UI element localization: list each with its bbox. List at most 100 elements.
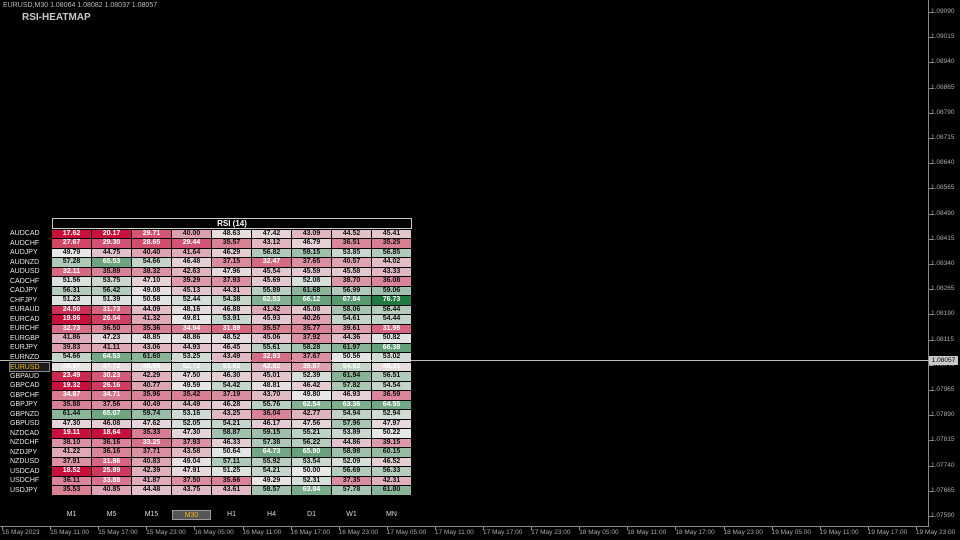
rsi-cell[interactable]: 51.39 [92, 296, 131, 305]
rsi-cell[interactable]: 66.12 [292, 296, 331, 305]
rsi-cell[interactable]: 49.81 [172, 315, 211, 324]
rsi-cell[interactable]: 59.15 [252, 429, 291, 438]
rsi-cell[interactable]: 48.85 [132, 334, 171, 343]
rsi-cell[interactable]: 44.31 [212, 286, 251, 295]
symbol-label-eurusd[interactable]: EURUSD [9, 362, 50, 372]
rsi-cell[interactable]: 42.77 [292, 410, 331, 419]
symbol-label-chfjpy[interactable]: CHFJPY [10, 296, 38, 304]
rsi-cell[interactable]: 54.21 [252, 467, 291, 476]
rsi-cell[interactable]: 53.54 [292, 457, 331, 466]
rsi-cell[interactable]: 52.05 [172, 419, 211, 428]
rsi-cell[interactable]: 19.11 [52, 429, 91, 438]
timeframe-h4[interactable]: H4 [267, 511, 276, 518]
symbol-label-gbpaud[interactable]: GBPAUD [10, 372, 40, 380]
symbol-label-audnzd[interactable]: AUDNZD [10, 258, 40, 266]
rsi-cell[interactable]: 38.70 [332, 277, 371, 286]
symbol-label-audchf[interactable]: AUDCHF [10, 239, 40, 247]
rsi-cell[interactable]: 30.23 [92, 372, 131, 381]
rsi-cell[interactable]: 37.93 [172, 438, 211, 447]
rsi-cell[interactable]: 37.50 [172, 476, 211, 485]
symbol-label-audjpy[interactable]: AUDJPY [10, 249, 38, 256]
rsi-cell[interactable]: 44.02 [372, 258, 411, 267]
rsi-cell[interactable]: 54.66 [52, 353, 91, 362]
symbol-label-audcad[interactable]: AUDCAD [10, 230, 40, 237]
rsi-cell[interactable]: 44.75 [92, 248, 131, 257]
rsi-cell[interactable]: 50.22 [372, 429, 411, 438]
rsi-cell[interactable]: 47.91 [172, 467, 211, 476]
rsi-cell[interactable]: 65.53 [92, 258, 131, 267]
rsi-cell[interactable]: 50.56 [332, 353, 371, 362]
timeframe-d1[interactable]: D1 [307, 511, 316, 518]
rsi-cell[interactable]: 50.00 [292, 467, 331, 476]
rsi-cell[interactable]: 47.97 [372, 419, 411, 428]
rsi-cell[interactable]: 56.51 [372, 372, 411, 381]
rsi-cell[interactable]: 44.48 [132, 486, 171, 495]
rsi-cell[interactable]: 41.87 [132, 476, 171, 485]
rsi-cell[interactable]: 48.63 [212, 229, 251, 238]
symbol-label-gbpjpy[interactable]: GBPJPY [10, 401, 38, 408]
symbol-label-eurchf[interactable]: EURCHF [10, 325, 40, 332]
rsi-cell[interactable]: 56.85 [372, 248, 411, 257]
rsi-cell[interactable]: 63.36 [332, 400, 371, 409]
rsi-cell[interactable]: 19.86 [52, 315, 91, 324]
rsi-cell[interactable]: 23.49 [52, 372, 91, 381]
rsi-cell[interactable]: 56.31 [52, 286, 91, 295]
rsi-cell[interactable]: 49.79 [52, 248, 91, 257]
rsi-cell[interactable]: 42.82 [252, 362, 291, 371]
rsi-cell[interactable]: 54.42 [212, 381, 251, 390]
rsi-cell[interactable]: 49.59 [172, 381, 211, 390]
rsi-cell[interactable]: 48.97 [52, 362, 91, 371]
rsi-cell[interactable]: 54.54 [372, 381, 411, 390]
rsi-cell[interactable]: 40.26 [292, 315, 331, 324]
timeframe-m5[interactable]: M5 [106, 511, 117, 518]
rsi-cell[interactable]: 37.92 [292, 334, 331, 343]
rsi-cell[interactable]: 24.50 [52, 305, 91, 314]
rsi-cell[interactable]: 66.38 [372, 343, 411, 352]
rsi-cell[interactable]: 51.56 [52, 277, 91, 286]
timeframe-h1[interactable]: H1 [227, 511, 236, 518]
symbol-label-euraud[interactable]: EURAUD [10, 306, 40, 313]
rsi-cell[interactable]: 45.54 [252, 267, 291, 276]
rsi-cell[interactable]: 61.60 [132, 353, 171, 362]
rsi-cell[interactable]: 52.94 [372, 410, 411, 419]
rsi-cell[interactable]: 59.06 [372, 286, 411, 295]
timeframe-m1[interactable]: M1 [66, 511, 77, 518]
rsi-cell[interactable]: 39.15 [372, 438, 411, 447]
rsi-cell[interactable]: 28.65 [132, 239, 171, 248]
rsi-cell[interactable]: 47.62 [132, 419, 171, 428]
rsi-cell[interactable]: 53.89 [332, 429, 371, 438]
rsi-cell[interactable]: 40.57 [332, 258, 371, 267]
rsi-cell[interactable]: 65.07 [92, 410, 131, 419]
rsi-cell[interactable]: 46.17 [252, 419, 291, 428]
rsi-cell[interactable]: 49.80 [292, 391, 331, 400]
rsi-cell[interactable]: 56.33 [372, 467, 411, 476]
rsi-cell[interactable]: 41.64 [172, 248, 211, 257]
rsi-cell[interactable]: 58.57 [252, 486, 291, 495]
rsi-cell[interactable]: 17.62 [52, 229, 91, 238]
rsi-cell[interactable]: 36.04 [252, 410, 291, 419]
rsi-cell[interactable]: 61.80 [372, 486, 411, 495]
rsi-cell[interactable]: 35.36 [132, 324, 171, 333]
rsi-cell[interactable]: 43.58 [172, 448, 211, 457]
rsi-cell[interactable]: 37.65 [292, 258, 331, 267]
rsi-cell[interactable]: 51.25 [212, 467, 251, 476]
rsi-cell[interactable]: 48.31 [372, 362, 411, 371]
rsi-cell[interactable]: 52.39 [292, 372, 331, 381]
rsi-cell[interactable]: 19.32 [52, 381, 91, 390]
symbol-label-eurgbp[interactable]: EURGBP [10, 334, 40, 342]
rsi-cell[interactable]: 56.99 [332, 286, 371, 295]
rsi-cell[interactable]: 43.12 [252, 239, 291, 248]
rsi-cell[interactable]: 41.11 [92, 343, 131, 352]
rsi-cell[interactable]: 37.56 [92, 400, 131, 409]
rsi-cell[interactable]: 46.33 [212, 438, 251, 447]
rsi-cell[interactable]: 56.44 [372, 305, 411, 314]
rsi-cell[interactable]: 46.08 [92, 419, 131, 428]
symbol-label-usdjpy[interactable]: USDJPY [10, 486, 38, 494]
rsi-cell[interactable]: 54.38 [212, 296, 251, 305]
rsi-cell[interactable]: 35.33 [132, 429, 171, 438]
chart-plot-area[interactable] [0, 0, 929, 527]
rsi-cell[interactable]: 47.42 [252, 229, 291, 238]
rsi-cell[interactable]: 44.36 [332, 334, 371, 343]
rsi-cell[interactable]: 36.51 [332, 239, 371, 248]
rsi-cell[interactable]: 43.09 [292, 229, 331, 238]
